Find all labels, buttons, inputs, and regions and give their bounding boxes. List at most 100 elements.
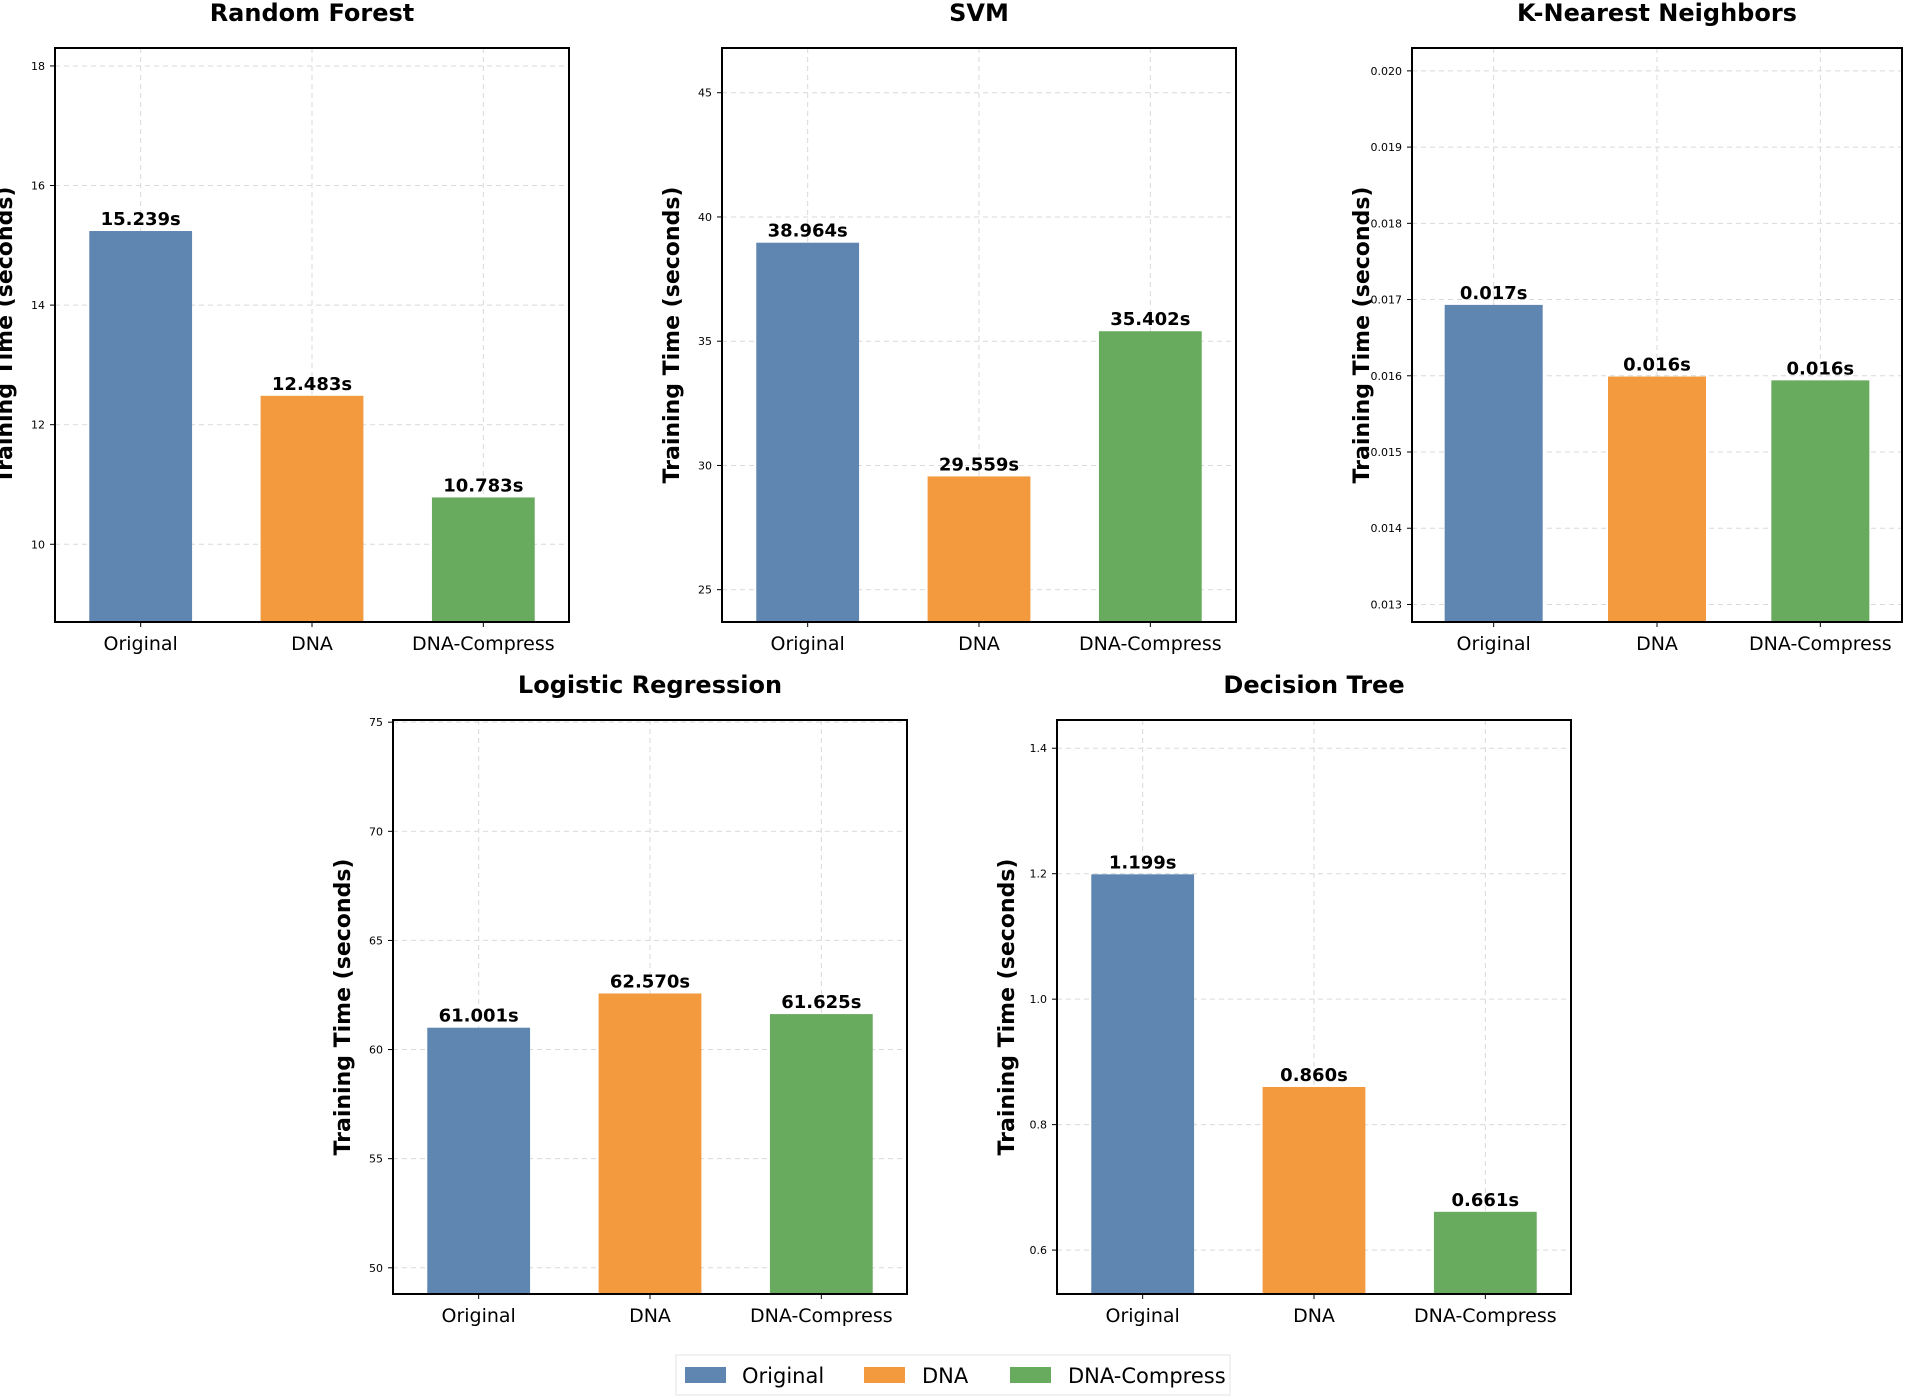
y-tick-label: 0.018: [1371, 217, 1403, 230]
y-tick-label: 50: [369, 1262, 383, 1275]
bar-dna: [598, 993, 702, 1294]
x-tick-label: DNA-Compress: [1079, 633, 1222, 655]
y-tick-label: 0.017: [1371, 294, 1403, 307]
y-tick-label: 65: [369, 934, 383, 947]
data-label: 61.625s: [781, 992, 861, 1013]
chart-logistic-regression: 61.001s 62.570s 61.625s 50 55 60 65 70 75 Origina…: [331, 671, 908, 1327]
y-tick-label: 14: [31, 299, 45, 312]
x-tick-label: DNA-Compress: [412, 633, 555, 655]
legend-item-dna-compress: DNA-Compress: [1010, 1364, 1226, 1388]
y-tick-label: 1.4: [1030, 742, 1048, 755]
y-tick-label: 12: [31, 419, 45, 432]
x-tick-label: DNA: [1293, 1305, 1335, 1327]
bar-dna: [927, 476, 1031, 622]
data-label: 29.559s: [939, 454, 1019, 475]
chart-title: Random Forest: [210, 0, 415, 27]
x-tick-label: DNA: [629, 1305, 671, 1327]
y-tick-label: 1.0: [1030, 993, 1048, 1006]
x-tick-label: Original: [1105, 1305, 1179, 1327]
data-label: 15.239s: [101, 209, 181, 230]
chart-random-forest: 15.239s 12.483s 10.783s 10 12 14 16 18 Original D…: [0, 0, 570, 655]
y-tick-label: 45: [698, 87, 712, 100]
data-label: 62.570s: [610, 971, 690, 992]
x-tick-label: DNA: [958, 633, 1000, 655]
y-tick-label: 10: [31, 538, 45, 551]
bar-original: [427, 1027, 531, 1294]
legend-frame: [675, 1354, 1231, 1396]
y-tick-label: 1.2: [1030, 868, 1048, 881]
y-axis-label: Training Time (seconds): [995, 859, 1020, 1156]
y-tick-label: 0.014: [1371, 522, 1403, 535]
data-label: 12.483s: [272, 374, 352, 395]
bar-dna-compress: [1098, 331, 1202, 622]
y-axis-label: Training Time (seconds): [1350, 187, 1375, 484]
y-tick-label: 40: [698, 211, 712, 224]
x-tick-label: Original: [441, 1305, 515, 1327]
chart-title: Decision Tree: [1223, 671, 1404, 699]
x-tick-label: Original: [103, 633, 177, 655]
y-tick-label: 16: [31, 180, 45, 193]
data-label: 1.199s: [1109, 852, 1177, 873]
x-tick-label: Original: [770, 633, 844, 655]
x-tick-label: DNA-Compress: [1414, 1305, 1557, 1327]
bar-original: [756, 242, 860, 623]
bar-original: [1091, 874, 1195, 1294]
legend-swatch: [864, 1367, 905, 1383]
chart-knn: 0.017s 0.016s 0.016s 0.013 0.014 0.015 0.016 0.…: [1350, 0, 1903, 655]
x-tick-label: DNA-Compress: [750, 1305, 893, 1327]
legend-item-dna: DNA: [864, 1364, 969, 1388]
bar-dna-compress: [1433, 1211, 1537, 1294]
bar-dna-compress: [1771, 380, 1870, 622]
y-axis-label: Training Time (seconds): [0, 187, 18, 484]
y-tick-label: 35: [698, 335, 712, 348]
legend: Original DNA DNA-Compress: [675, 1354, 1231, 1396]
y-tick-label: 25: [698, 584, 712, 597]
y-tick-label: 70: [369, 825, 383, 838]
bar-dna: [1262, 1086, 1366, 1294]
chart-decision-tree: 1.199s 0.860s 0.661s 0.6 0.8 1.0 1.2 1.4 Origina…: [995, 671, 1572, 1327]
data-label: 35.402s: [1110, 309, 1190, 330]
bar-original: [1444, 304, 1543, 622]
data-label: 0.016s: [1787, 358, 1855, 379]
chart-svm: 38.964s 29.559s 35.402s 25 30 35 40 45 Original D…: [660, 0, 1237, 655]
x-tick-label: DNA: [1636, 633, 1678, 655]
data-label: 38.964s: [768, 221, 848, 242]
y-tick-label: 0.013: [1371, 598, 1403, 611]
y-tick-label: 55: [369, 1153, 383, 1166]
legend-item-original: Original: [685, 1364, 824, 1388]
y-tick-label: 0.015: [1371, 446, 1403, 459]
y-tick-label: 0.020: [1371, 65, 1403, 78]
y-tick-label: 0.6: [1030, 1244, 1048, 1257]
data-label: 0.860s: [1280, 1065, 1348, 1086]
bar-dna-compress: [431, 497, 535, 622]
data-label: 0.661s: [1452, 1190, 1520, 1211]
x-tick-label: DNA: [291, 633, 333, 655]
y-tick-label: 18: [31, 60, 45, 73]
legend-swatch: [685, 1367, 726, 1383]
y-tick-label: 75: [369, 716, 383, 729]
legend-swatch: [1010, 1367, 1051, 1383]
charts-layer: 15.239s 12.483s 10.783s 10 12 14 16 18 Original D…: [0, 0, 1903, 1327]
chart-title: K-Nearest Neighbors: [1517, 0, 1797, 27]
y-tick-label: 0.016: [1371, 370, 1403, 383]
bar-dna-compress: [769, 1014, 873, 1294]
bar-dna: [260, 395, 364, 622]
y-axis-label: Training Time (seconds): [331, 859, 356, 1156]
data-label: 61.001s: [439, 1006, 519, 1027]
data-label: 0.016s: [1623, 355, 1691, 376]
y-tick-label: 60: [369, 1044, 383, 1057]
chart-title: SVM: [949, 0, 1009, 27]
y-tick-label: 0.8: [1030, 1119, 1048, 1132]
legend-label: DNA-Compress: [1068, 1364, 1226, 1388]
bar-dna: [1608, 376, 1706, 622]
y-tick-label: 0.019: [1371, 141, 1403, 154]
x-tick-label: Original: [1456, 633, 1530, 655]
data-label: 10.783s: [443, 475, 523, 496]
chart-title: Logistic Regression: [518, 671, 782, 699]
y-tick-label: 30: [698, 459, 712, 472]
legend-label: Original: [742, 1364, 824, 1388]
y-axis-label: Training Time (seconds): [660, 187, 685, 484]
x-tick-label: DNA-Compress: [1749, 633, 1892, 655]
bar-original: [89, 231, 193, 623]
